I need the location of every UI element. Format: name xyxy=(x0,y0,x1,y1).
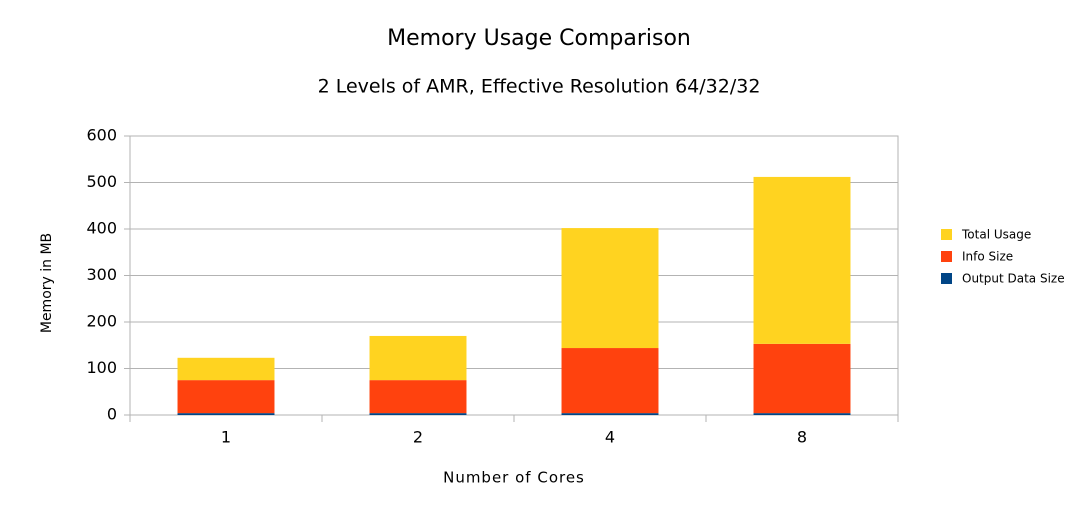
legend-swatch xyxy=(941,273,952,284)
bar-segment xyxy=(561,348,659,414)
x-tick-label: 8 xyxy=(797,428,807,447)
legend-label: Total Usage xyxy=(961,228,1031,242)
bar-segment xyxy=(369,413,467,415)
chart-subtitle: 2 Levels of AMR, Effective Resolution 64… xyxy=(318,76,761,98)
bar-segment xyxy=(561,228,659,349)
x-tick-label: 1 xyxy=(221,428,231,447)
legend-label: Info Size xyxy=(962,250,1013,264)
bar-segment xyxy=(753,176,851,344)
x-axis-label: Number of Cores xyxy=(443,469,585,487)
y-axis-label: Memory in MB xyxy=(39,233,55,333)
y-tick-label: 400 xyxy=(86,219,117,238)
y-tick-label: 200 xyxy=(86,312,117,331)
bar-segment xyxy=(177,380,275,414)
bar-segment xyxy=(177,357,275,381)
bar-segment xyxy=(177,413,275,415)
bar-segment xyxy=(561,413,659,415)
legend-swatch xyxy=(941,229,952,240)
legend-label: Output Data Size xyxy=(962,272,1065,286)
bar-segment xyxy=(753,413,851,415)
y-tick-label: 100 xyxy=(86,358,117,377)
chart-title: Memory Usage Comparison xyxy=(387,26,691,51)
bar-segment xyxy=(369,380,467,414)
x-tick-label: 2 xyxy=(413,428,423,447)
y-tick-label: 300 xyxy=(86,265,117,284)
x-tick-label: 4 xyxy=(605,428,615,447)
y-tick-label: 500 xyxy=(86,172,117,191)
y-tick-label: 600 xyxy=(86,126,117,145)
y-tick-label: 0 xyxy=(107,405,117,424)
legend-swatch xyxy=(941,251,952,262)
bar-segment xyxy=(369,335,467,381)
bar-segment xyxy=(753,343,851,414)
